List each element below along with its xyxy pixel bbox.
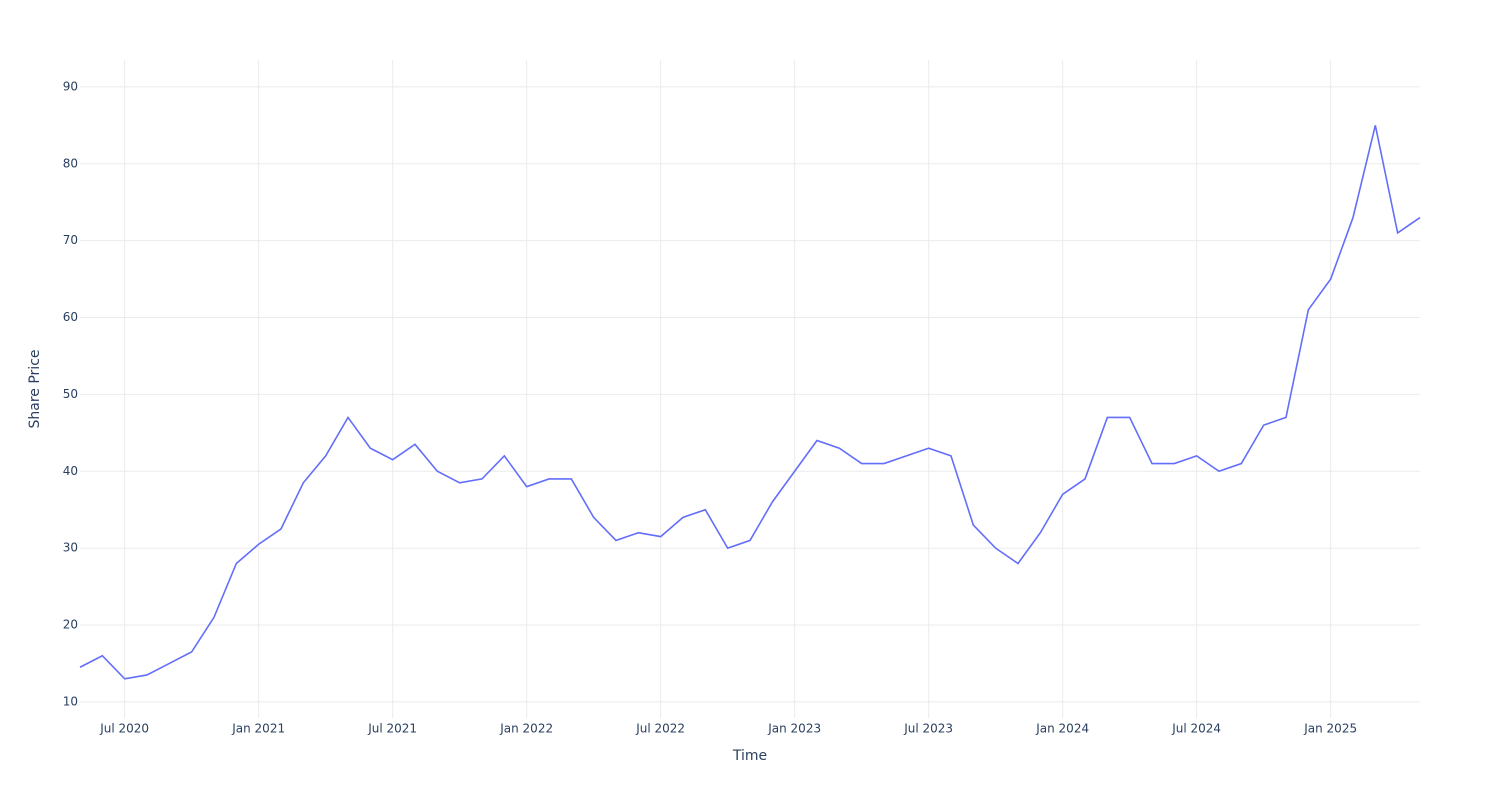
price-line <box>79 125 1421 680</box>
x-tick-label: Jan 2024 <box>1035 722 1089 736</box>
y-tick-label: 20 <box>63 617 78 631</box>
y-axis-title: Share Price <box>27 349 43 428</box>
y-tick-label: 10 <box>63 694 78 708</box>
y-tick-label: 30 <box>63 541 78 555</box>
x-tick-label: Jul 2023 <box>903 722 953 736</box>
y-tick-label: 40 <box>63 464 78 478</box>
x-tick-label: Jan 2021 <box>231 722 285 736</box>
y-tick-label: 50 <box>63 387 78 401</box>
x-tick-label: Jul 2020 <box>99 722 149 736</box>
x-tick-label: Jul 2021 <box>367 722 417 736</box>
y-tick-label: 80 <box>63 156 78 170</box>
x-tick-label: Jan 2022 <box>499 722 553 736</box>
x-axis-title: Time <box>732 748 767 764</box>
y-tick-label: 70 <box>63 233 78 247</box>
x-tick-label: Jul 2024 <box>1171 722 1221 736</box>
x-tick-label: Jan 2023 <box>767 722 821 736</box>
x-tick-label: Jan 2025 <box>1303 722 1357 736</box>
y-tick-label: 90 <box>63 79 78 93</box>
y-tick-label: 60 <box>63 310 78 324</box>
x-tick-label: Jul 2022 <box>635 722 685 736</box>
